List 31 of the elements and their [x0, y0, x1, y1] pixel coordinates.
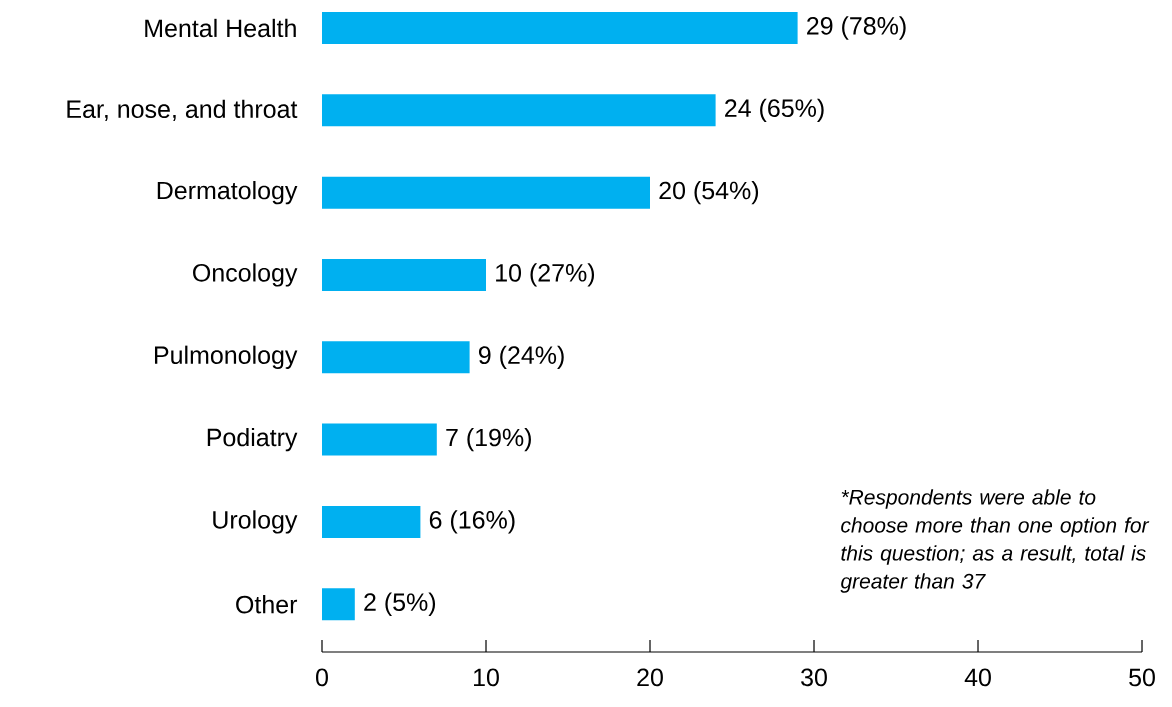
data-label: 2 (5%)	[364, 592, 436, 616]
data-label: 10 (27%)	[496, 263, 595, 287]
data-label: 7 (19%)	[446, 427, 531, 452]
x-tick-label: 30	[801, 668, 827, 687]
x-tick-label: 40	[964, 668, 991, 687]
data-label: 29 (78%)	[807, 16, 906, 40]
bar	[322, 423, 437, 456]
x-tick-label: 10	[474, 668, 499, 687]
y-tick-label: Dermatology	[157, 180, 298, 205]
bar	[322, 588, 355, 621]
x-tick-label: 0	[316, 668, 328, 687]
bar	[322, 11, 798, 44]
x-tick-label: 50	[1129, 668, 1155, 687]
y-tick-label: Pulmonology	[154, 345, 298, 369]
y-tick-label: Podiatry	[207, 427, 298, 452]
y-tick-label: Other	[236, 595, 298, 614]
data-label: 20 (54%)	[659, 181, 759, 205]
annotation: *Respondents were able to choose more than one option for this question; as a result, total is greater than 37	[840, 489, 1150, 593]
y-tick-label: Mental Health	[145, 18, 296, 38]
data-label: 24 (65%)	[725, 98, 824, 122]
y-tick-label: Ear, nose, and throat	[67, 99, 298, 121]
bar	[322, 176, 650, 209]
bar	[322, 258, 486, 291]
bar	[322, 94, 716, 127]
y-tick-label: Oncology	[193, 263, 298, 287]
bar	[322, 341, 470, 374]
bar	[322, 505, 421, 538]
data-label: 9 (24%)	[478, 345, 564, 369]
data-label: 6 (16%)	[429, 510, 515, 534]
y-tick-label: Urology	[213, 510, 298, 534]
x-tick-label: 20	[637, 668, 663, 687]
